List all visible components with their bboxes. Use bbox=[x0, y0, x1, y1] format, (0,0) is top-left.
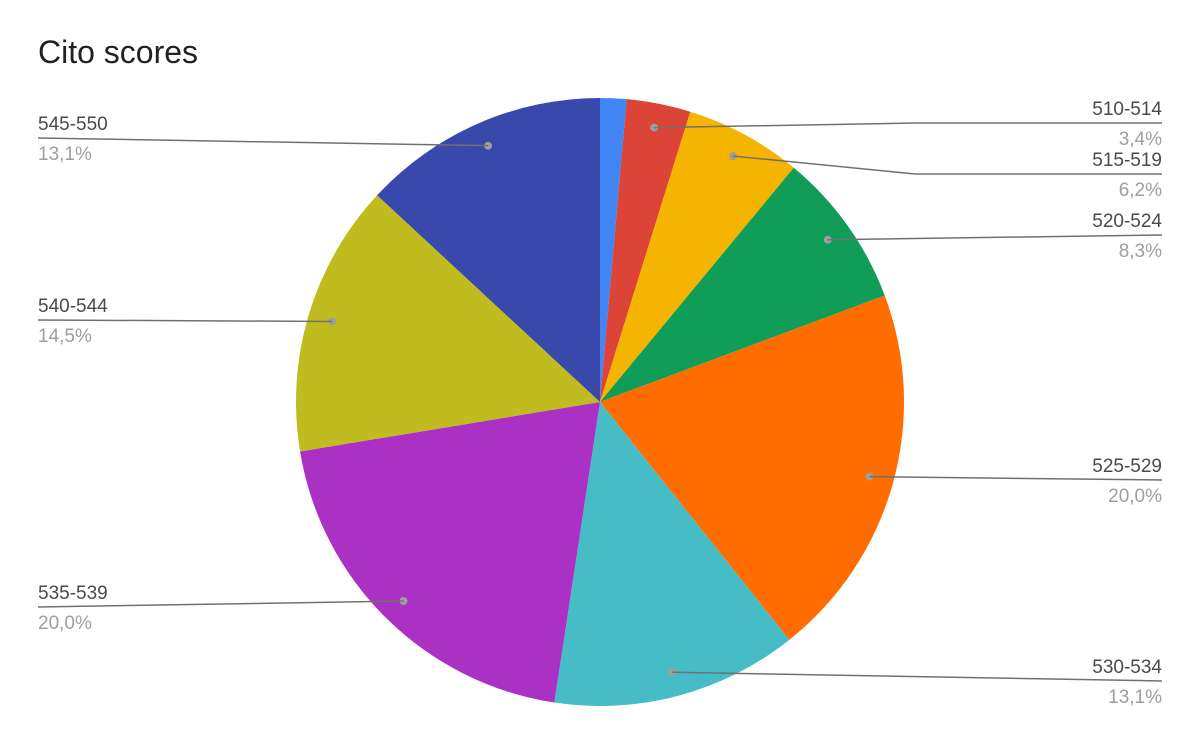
slice-percent-label: 6,2% bbox=[1119, 180, 1162, 201]
pie-labels: 510-514 3,4%515-519 6,2% 520-524 8,3% 525-529… bbox=[37, 99, 1163, 708]
slice-percent-label: 8,3% bbox=[1119, 241, 1162, 262]
leader-line bbox=[869, 475, 1163, 481]
slice-percent-label: 20,0% bbox=[1108, 486, 1162, 507]
pie-slice-510-514-small bbox=[600, 98, 627, 402]
leader-dot bbox=[650, 123, 659, 132]
pie-slice-520-524 bbox=[600, 167, 885, 402]
leader-dot bbox=[823, 235, 832, 244]
leader-line bbox=[37, 600, 404, 608]
slice-percent-label: 3,4% bbox=[1119, 129, 1162, 150]
pie-slice-515-519 bbox=[600, 111, 794, 402]
pie-slice-540-544 bbox=[296, 195, 600, 452]
leader-dot bbox=[668, 668, 677, 677]
pie-slice-545-550 bbox=[377, 97, 600, 402]
leader-line bbox=[654, 122, 1162, 129]
chart-title: Cito scores bbox=[38, 34, 199, 70]
slice-label: 515-519 bbox=[1092, 150, 1162, 171]
slice-label: 530-534 bbox=[1092, 657, 1162, 678]
leader-dot bbox=[399, 597, 408, 605]
leader-line bbox=[37, 319, 333, 323]
slice-label: 520-524 bbox=[1092, 211, 1162, 232]
leader-line bbox=[672, 671, 1163, 682]
slice-percent-label: 13,1% bbox=[38, 144, 92, 165]
slice-label: 540-544 bbox=[38, 296, 108, 317]
pie-slice-535-539 bbox=[300, 402, 600, 703]
slice-label: 535-539 bbox=[38, 583, 108, 604]
slice-label: 510-514 bbox=[1092, 99, 1162, 120]
leader-line bbox=[827, 234, 1163, 241]
pie-slices bbox=[296, 97, 904, 707]
leader-line bbox=[733, 155, 1162, 175]
leader-line bbox=[37, 137, 489, 147]
slice-percent-label: 14,5% bbox=[38, 326, 92, 347]
leader-dot bbox=[865, 472, 874, 481]
leader-dot bbox=[328, 317, 337, 326]
pie-slice-530-534 bbox=[554, 402, 790, 707]
slice-percent-label: 20,0% bbox=[38, 613, 92, 634]
pie-slice-510-514 bbox=[600, 99, 691, 403]
pie-slice-525-529 bbox=[600, 295, 904, 640]
slice-label: 545-550 bbox=[38, 114, 108, 135]
slice-percent-label: 13,1% bbox=[1108, 687, 1162, 708]
slice-label: 525-529 bbox=[1092, 456, 1162, 477]
